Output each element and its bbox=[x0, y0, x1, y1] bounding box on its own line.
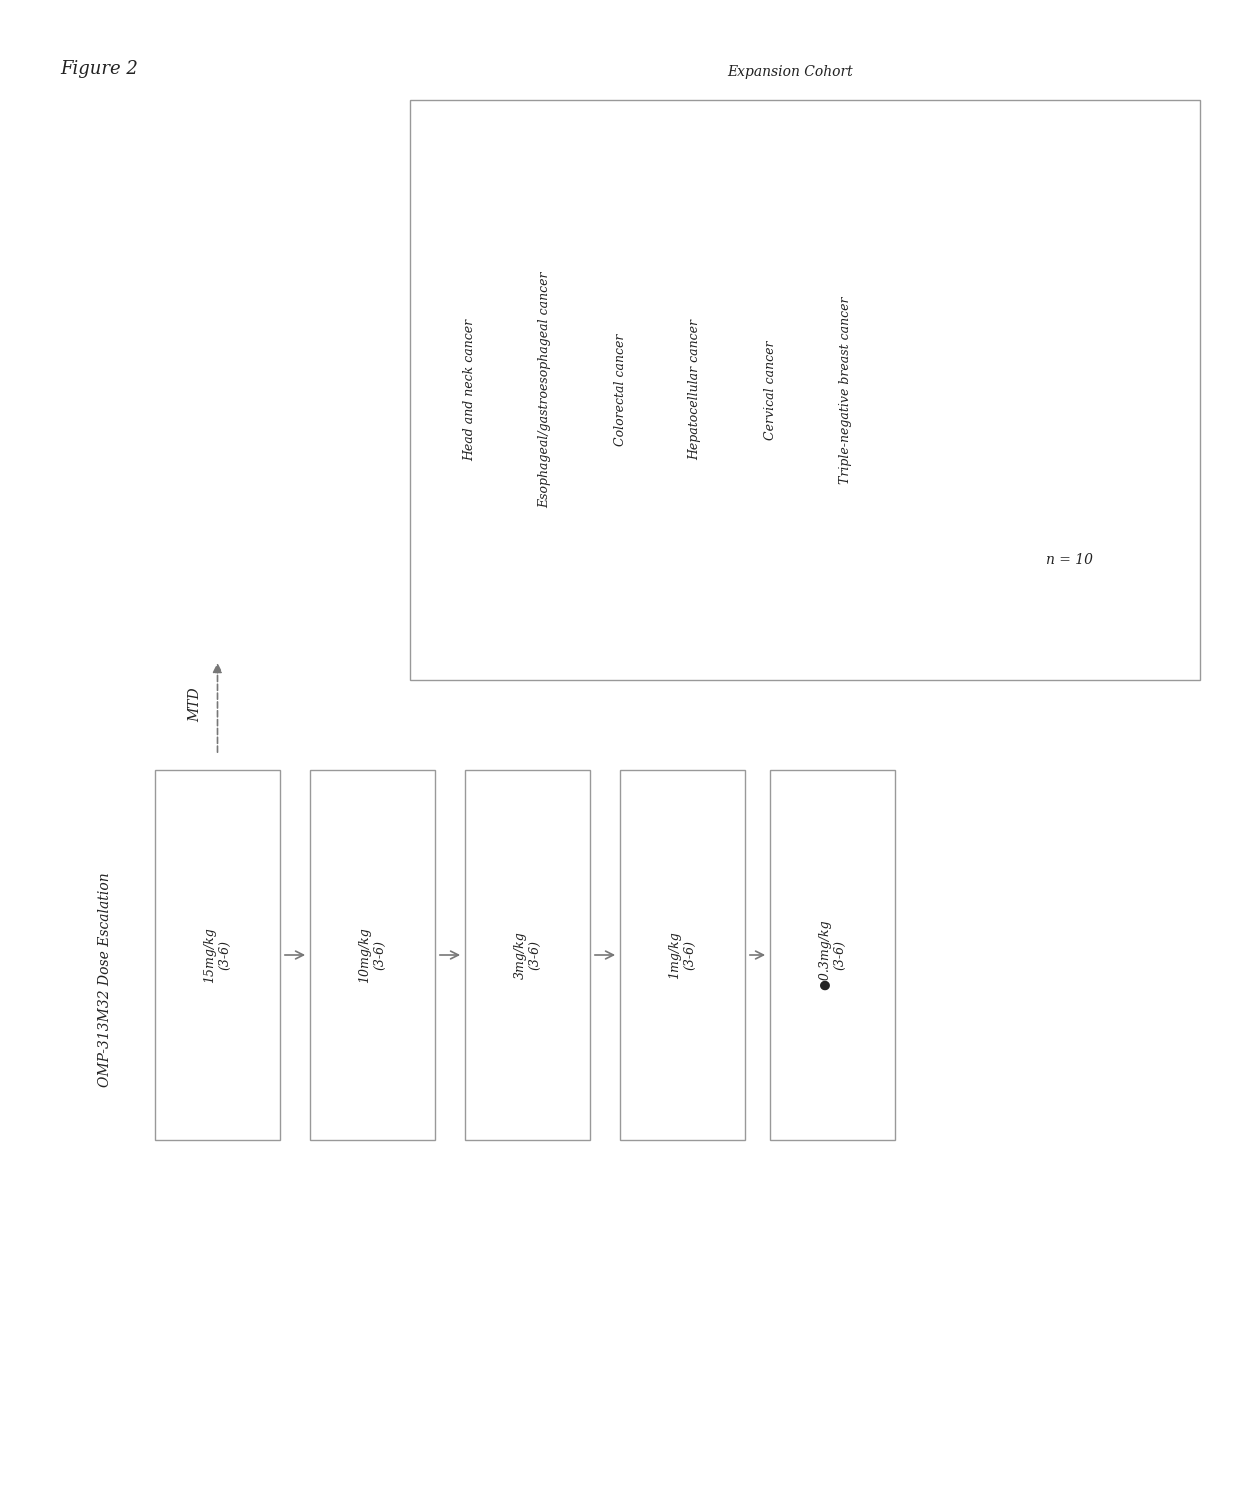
Bar bbox=[770, 770, 895, 1140]
Bar bbox=[310, 770, 435, 1140]
Text: Head and neck cancer: Head and neck cancer bbox=[464, 319, 476, 461]
Text: Figure 2: Figure 2 bbox=[60, 60, 138, 79]
Text: Triple-negative breast cancer: Triple-negative breast cancer bbox=[838, 296, 852, 484]
Text: OMP-313M32 Dose Escalation: OMP-313M32 Dose Escalation bbox=[98, 872, 112, 1087]
Text: 15mg/kg
(3-6): 15mg/kg (3-6) bbox=[203, 927, 232, 983]
Text: MTD: MTD bbox=[188, 688, 202, 723]
Text: Expansion Cohort: Expansion Cohort bbox=[727, 65, 853, 79]
Bar bbox=[465, 770, 590, 1140]
Text: 10mg/kg
(3-6): 10mg/kg (3-6) bbox=[358, 927, 387, 983]
Text: 1mg/kg
(3-6): 1mg/kg (3-6) bbox=[668, 931, 697, 978]
Bar bbox=[410, 100, 1200, 680]
Text: Esophageal/gastroesophageal cancer: Esophageal/gastroesophageal cancer bbox=[538, 272, 552, 508]
Text: Hepatocellular cancer: Hepatocellular cancer bbox=[688, 319, 702, 461]
Text: Colorectal cancer: Colorectal cancer bbox=[614, 334, 626, 446]
Text: ●0.3mg/kg
(3-6): ●0.3mg/kg (3-6) bbox=[818, 919, 847, 990]
Text: 3mg/kg
(3-6): 3mg/kg (3-6) bbox=[513, 931, 542, 978]
Bar bbox=[620, 770, 745, 1140]
Text: Cervical cancer: Cervical cancer bbox=[764, 340, 776, 440]
Bar bbox=[155, 770, 280, 1140]
Text: n = 10: n = 10 bbox=[1047, 553, 1094, 567]
